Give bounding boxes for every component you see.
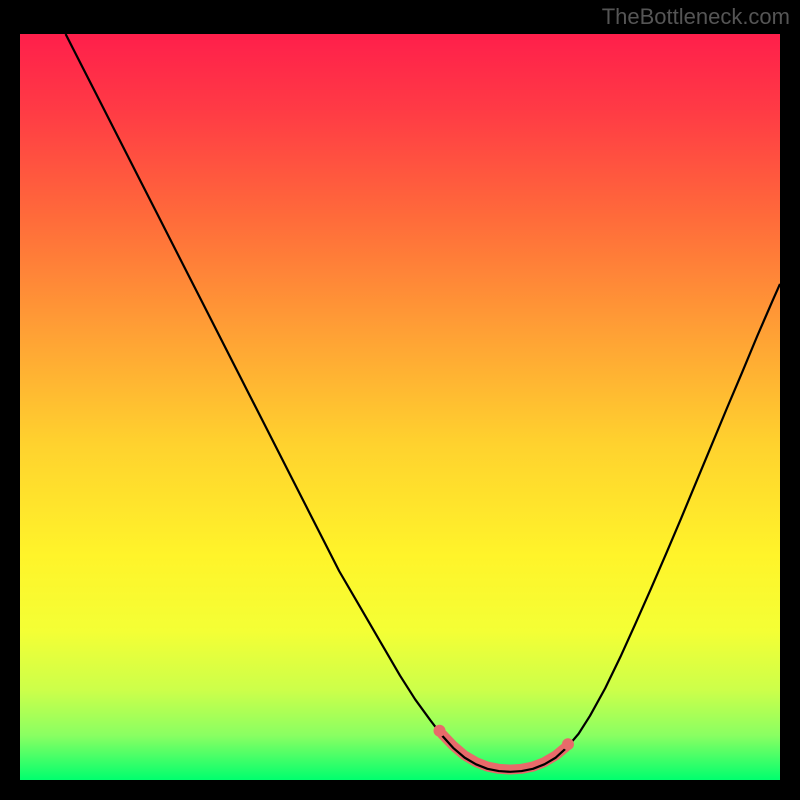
watermark-text: TheBottleneck.com <box>602 4 790 30</box>
plot-area <box>20 34 780 780</box>
background-gradient-rect <box>20 34 780 780</box>
emphasis-dot <box>562 738 574 750</box>
emphasis-dot <box>434 725 446 737</box>
chart-outer-frame: TheBottleneck.com <box>0 0 800 800</box>
chart-svg <box>20 34 780 780</box>
